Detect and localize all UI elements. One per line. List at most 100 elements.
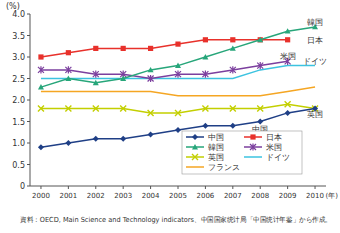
y-tick <box>27 121 30 122</box>
point <box>38 144 44 150</box>
point <box>93 46 98 51</box>
point <box>230 45 236 50</box>
point <box>148 46 153 51</box>
point <box>120 76 126 81</box>
point <box>202 54 208 59</box>
legend-marker <box>192 154 198 160</box>
point <box>257 62 263 69</box>
x-tick-label: 2010 <box>306 192 324 200</box>
y-tick-label: 0.5 <box>12 161 25 170</box>
point <box>148 75 154 82</box>
point <box>148 67 154 72</box>
x-tick <box>260 186 261 189</box>
y-tick <box>27 143 30 144</box>
point <box>202 123 208 129</box>
point <box>285 101 291 107</box>
point <box>93 106 99 112</box>
point <box>121 46 126 51</box>
series-line <box>41 87 315 96</box>
legend: 中国 日本韓国 米国英国 ドイツフランス <box>182 131 302 174</box>
point <box>93 71 99 78</box>
point <box>202 106 208 112</box>
y-tick <box>27 57 30 58</box>
legend-marker <box>192 144 198 149</box>
annotation: 韓国 <box>307 18 323 27</box>
point <box>148 131 154 137</box>
point <box>93 136 99 142</box>
legend-label: ドイツ <box>266 153 290 162</box>
point <box>65 140 71 146</box>
y-tick <box>27 78 30 79</box>
series-line <box>41 61 288 78</box>
series-line <box>41 109 315 148</box>
legend-marker <box>250 143 256 150</box>
point <box>66 50 71 55</box>
x-tick-label: 2006 <box>196 192 214 200</box>
point <box>38 84 44 89</box>
point <box>38 106 44 112</box>
x-tick <box>205 186 206 189</box>
legend-label: 日本 <box>266 133 282 142</box>
x-tick-label: 2000 <box>32 192 50 200</box>
point <box>257 106 263 112</box>
x-tick <box>123 186 124 189</box>
y-tick <box>27 14 30 15</box>
y-axis-label: (%) <box>6 2 20 11</box>
x-tick-label: 2004 <box>142 192 160 200</box>
point <box>175 42 180 47</box>
x-tick-label: 2007 <box>224 192 242 200</box>
x-tick <box>287 186 288 189</box>
point <box>202 71 208 78</box>
point <box>175 127 181 133</box>
x-tick-label: 2005 <box>169 192 187 200</box>
point <box>65 66 71 73</box>
legend-box <box>182 131 302 174</box>
legend-line <box>244 156 262 158</box>
y-tick <box>27 35 30 36</box>
x-tick <box>178 186 179 189</box>
annotation: 米国 <box>280 52 296 61</box>
legend-marker <box>192 134 198 140</box>
point <box>65 106 71 112</box>
point <box>230 37 235 42</box>
legend-label: 英国 <box>208 153 224 162</box>
series-line <box>41 104 315 113</box>
y-tick <box>27 100 30 101</box>
point <box>257 37 263 42</box>
y-tick-label: 0 <box>20 182 25 191</box>
y-tick-label: 4.0 <box>12 10 25 19</box>
point <box>65 76 71 81</box>
point <box>230 66 236 73</box>
legend-line <box>186 166 204 168</box>
point <box>38 54 43 59</box>
point <box>175 110 181 116</box>
point <box>285 110 291 116</box>
point <box>120 106 126 112</box>
y-tick <box>27 186 30 187</box>
x-tick <box>40 186 41 189</box>
x-tick-label: 2002 <box>87 192 105 200</box>
point <box>230 123 236 129</box>
legend-marker <box>250 134 255 139</box>
point <box>93 80 99 85</box>
point <box>285 37 290 42</box>
source-note: 資料：OECD, Main Science and Technology ind… <box>20 216 332 224</box>
legend-label: 中国 <box>208 133 224 142</box>
x-axis-label: (年) <box>326 192 339 200</box>
y-tick-label: 1.0 <box>12 139 25 148</box>
point <box>203 37 208 42</box>
annotation: 日本 <box>307 36 323 45</box>
chart: 00.51.01.52.02.53.03.54.0(%)200020012002… <box>0 0 340 233</box>
point <box>38 66 44 73</box>
point <box>120 136 126 142</box>
point <box>230 106 236 112</box>
x-tick-label: 2003 <box>114 192 132 200</box>
legend-label: 韓国 <box>208 143 224 152</box>
legend-label: フランス <box>208 163 240 172</box>
legend-label: 米国 <box>266 143 282 152</box>
point <box>175 71 181 78</box>
y-tick-label: 3.0 <box>12 53 25 62</box>
point <box>148 110 154 116</box>
annotation: ドイツ <box>303 57 327 66</box>
x-tick <box>95 186 96 189</box>
